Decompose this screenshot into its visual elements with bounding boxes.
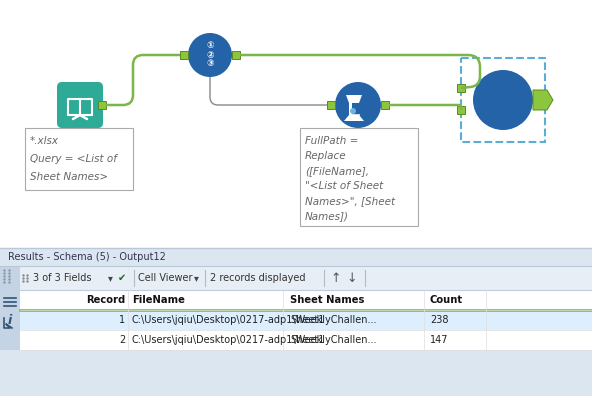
- Text: 147: 147: [430, 335, 449, 345]
- Text: ↓: ↓: [346, 272, 356, 284]
- Text: ②: ②: [206, 51, 214, 59]
- Text: ▾: ▾: [194, 273, 199, 283]
- Text: C:\Users\jqiu\Desktop\0217-adp1\WeeklyChallen...: C:\Users\jqiu\Desktop\0217-adp1\WeeklyCh…: [132, 335, 378, 345]
- FancyBboxPatch shape: [57, 82, 103, 128]
- Text: Query = <List of: Query = <List of: [30, 154, 117, 164]
- FancyBboxPatch shape: [20, 266, 592, 290]
- FancyBboxPatch shape: [25, 128, 133, 190]
- Text: Results - Schema (5) - Output12: Results - Schema (5) - Output12: [8, 252, 166, 262]
- FancyBboxPatch shape: [232, 51, 240, 59]
- Circle shape: [473, 70, 533, 130]
- Text: Cell Viewer: Cell Viewer: [138, 273, 192, 283]
- FancyBboxPatch shape: [381, 101, 389, 109]
- Text: Sheet1: Sheet1: [290, 315, 324, 325]
- FancyBboxPatch shape: [20, 330, 592, 350]
- Circle shape: [335, 82, 381, 128]
- Text: 238: 238: [430, 315, 449, 325]
- Text: Sheet Names>: Sheet Names>: [30, 172, 108, 182]
- Text: ↑: ↑: [330, 272, 340, 284]
- Text: ▾: ▾: [108, 273, 113, 283]
- Text: 3 of 3 Fields: 3 of 3 Fields: [33, 273, 92, 283]
- Text: 1: 1: [119, 315, 125, 325]
- Polygon shape: [533, 90, 553, 110]
- FancyBboxPatch shape: [180, 51, 188, 59]
- Circle shape: [350, 108, 356, 114]
- Text: Count: Count: [430, 295, 463, 305]
- Text: Sheet Names: Sheet Names: [290, 295, 364, 305]
- FancyBboxPatch shape: [60, 82, 79, 91]
- FancyBboxPatch shape: [20, 310, 592, 330]
- Text: i: i: [8, 314, 12, 326]
- FancyBboxPatch shape: [352, 103, 359, 115]
- Text: *.xlsx: *.xlsx: [30, 136, 59, 146]
- Text: C:\Users\jqiu\Desktop\0217-adp1\WeeklyChallen...: C:\Users\jqiu\Desktop\0217-adp1\WeeklyCh…: [132, 315, 378, 325]
- Text: ([FileName],: ([FileName],: [305, 166, 369, 176]
- FancyBboxPatch shape: [327, 101, 335, 109]
- FancyBboxPatch shape: [457, 106, 465, 114]
- Text: Record: Record: [86, 295, 125, 305]
- FancyBboxPatch shape: [0, 266, 20, 396]
- Text: FullPath =: FullPath =: [305, 136, 358, 146]
- Text: Sheet1: Sheet1: [290, 335, 324, 345]
- FancyBboxPatch shape: [300, 128, 418, 226]
- Text: Names>", [Sheet: Names>", [Sheet: [305, 196, 395, 206]
- FancyBboxPatch shape: [20, 290, 592, 310]
- Text: Replace: Replace: [305, 151, 347, 161]
- Text: 2 records displayed: 2 records displayed: [210, 273, 305, 283]
- FancyBboxPatch shape: [98, 101, 106, 109]
- Text: "<List of Sheet: "<List of Sheet: [305, 181, 383, 191]
- Polygon shape: [344, 95, 364, 121]
- Text: ③: ③: [206, 59, 214, 69]
- Text: ①: ①: [206, 42, 214, 51]
- Text: 2: 2: [119, 335, 125, 345]
- Text: Names]): Names]): [305, 211, 349, 221]
- FancyBboxPatch shape: [457, 84, 465, 92]
- FancyBboxPatch shape: [0, 248, 592, 396]
- Circle shape: [188, 33, 232, 77]
- FancyBboxPatch shape: [0, 350, 592, 396]
- Text: ✔: ✔: [118, 273, 126, 283]
- Text: FileName: FileName: [132, 295, 185, 305]
- FancyBboxPatch shape: [0, 0, 592, 248]
- FancyBboxPatch shape: [0, 248, 592, 266]
